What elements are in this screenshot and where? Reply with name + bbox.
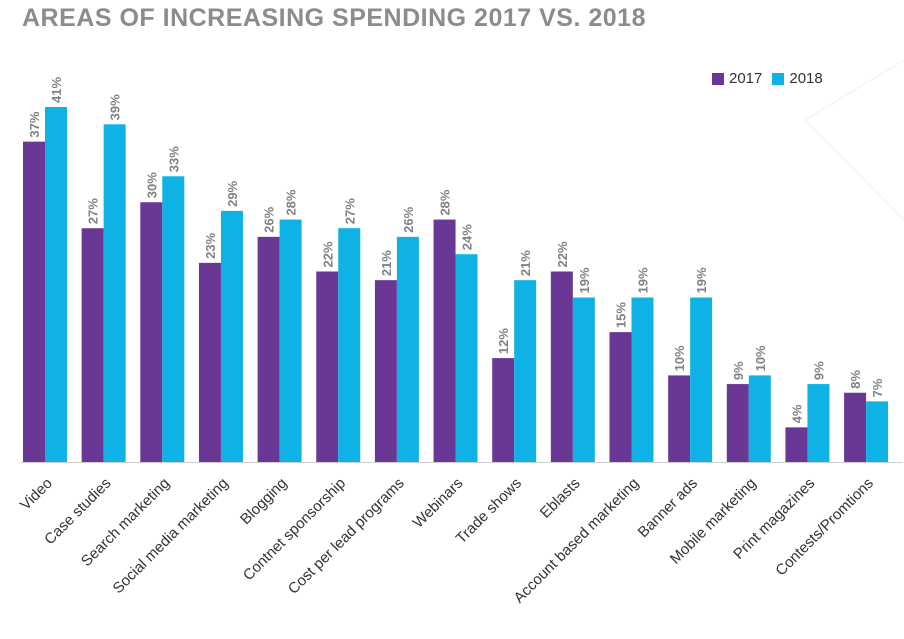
value-labels-group: 37% 41% 27% 39% 30% 33% 23% 29% 26% 28% 22% 27% 21% 2… (27, 77, 885, 424)
category-label-cost-per-lead-programs: Cost per lead programs (285, 475, 408, 598)
bar-2017-social-media-marketing (198, 262, 221, 462)
bar-2017-print-magazines (785, 427, 808, 462)
bar-2017-cost-per-lead-programs (374, 280, 397, 462)
legend-item-2018: 2018 (772, 70, 823, 87)
bar-2017-mobile-marketing (726, 384, 749, 462)
value-label-2018-eblasts: 19% (577, 267, 592, 293)
background-decoration (804, 59, 904, 221)
value-label-2018-contests-promtions: 7% (870, 378, 885, 397)
value-label-2017-print-magazines: 4% (789, 404, 804, 423)
legend-label-2017: 2017 (729, 70, 763, 87)
value-label-2017-mobile-marketing: 9% (731, 361, 746, 380)
bar-2018-eblasts (572, 297, 595, 462)
category-label-contnet-sponsorship: Contnet sponsorship (240, 475, 349, 584)
value-label-2018-video: 41% (49, 77, 64, 103)
value-label-2017-social-media-marketing: 23% (203, 232, 218, 258)
category-label-eblasts: Eblasts (537, 475, 584, 522)
bar-2018-banner-ads (690, 297, 713, 462)
value-label-2018-contnet-sponsorship: 27% (342, 198, 357, 224)
value-label-2017-account-based-marketing: 15% (614, 302, 629, 328)
bar-2017-case-studies (81, 228, 104, 462)
value-label-2017-webinars: 28% (438, 189, 453, 215)
bar-2018-mobile-marketing (748, 375, 771, 462)
legend-item-2017: 2017 (712, 70, 762, 87)
bar-2018-contnet-sponsorship (338, 228, 361, 462)
value-label-2018-social-media-marketing: 29% (225, 180, 240, 206)
bar-2017-search-marketing (140, 202, 163, 462)
bars-group (23, 107, 889, 462)
value-label-2017-contests-promtions: 8% (848, 370, 863, 389)
legend: 2017 2018 (712, 70, 833, 87)
bar-2018-webinars (455, 254, 478, 462)
bar-2017-contests-promtions (844, 392, 867, 462)
bar-2017-eblasts (550, 271, 573, 462)
bar-2018-social-media-marketing (220, 210, 243, 462)
value-label-2018-case-studies: 39% (108, 94, 123, 120)
bar-2017-webinars (433, 219, 456, 462)
bar-2018-video (45, 107, 67, 462)
value-label-2017-cost-per-lead-programs: 21% (379, 250, 394, 276)
bar-2018-cost-per-lead-programs (396, 236, 419, 462)
legend-swatch-2017 (712, 72, 724, 85)
value-label-2017-search-marketing: 30% (144, 172, 159, 198)
value-label-2018-blogging: 28% (284, 189, 299, 215)
bar-2017-blogging (257, 236, 280, 462)
bar-2017-account-based-marketing (609, 332, 632, 462)
bar-2018-trade-shows (514, 280, 537, 462)
value-label-2018-account-based-marketing: 19% (636, 267, 651, 293)
value-label-2017-banner-ads: 10% (672, 345, 687, 371)
value-label-2017-case-studies: 27% (86, 198, 101, 224)
bar-2017-video (23, 141, 45, 462)
value-label-2017-video: 37% (27, 111, 42, 137)
category-label-video: Video (17, 475, 56, 514)
value-label-2018-search-marketing: 33% (166, 146, 181, 172)
bar-2018-case-studies (103, 124, 126, 462)
bar-2018-search-marketing (162, 176, 185, 462)
category-label-blogging: Blogging (237, 475, 290, 528)
bar-2018-blogging (279, 219, 302, 462)
bar-2017-trade-shows (492, 358, 515, 462)
value-label-2018-mobile-marketing: 10% (753, 345, 768, 371)
value-label-2018-webinars: 24% (460, 224, 475, 250)
value-label-2017-trade-shows: 12% (496, 328, 511, 354)
category-label-account-based-marketing: Account based marketing (511, 475, 643, 607)
value-label-2018-banner-ads: 19% (694, 267, 709, 293)
value-label-2017-blogging: 26% (262, 206, 277, 232)
value-label-2017-contnet-sponsorship: 22% (320, 241, 335, 267)
bar-2017-contnet-sponsorship (316, 271, 339, 462)
value-label-2017-eblasts: 22% (555, 241, 570, 267)
value-label-2018-cost-per-lead-programs: 26% (401, 206, 416, 232)
bar-2018-account-based-marketing (631, 297, 654, 462)
value-label-2018-trade-shows: 21% (518, 250, 533, 276)
legend-swatch-2018 (772, 72, 785, 85)
legend-label-2018: 2018 (789, 70, 823, 87)
category-label-social-media-marketing: Social media marketing (110, 475, 232, 597)
value-label-2018-print-magazines: 9% (811, 361, 826, 380)
bar-2018-contests-promtions (866, 401, 889, 462)
category-label-webinars: Webinars (410, 475, 467, 532)
chart-title: AREAS OF INCREASING SPENDING 2017 VS. 20… (22, 4, 646, 32)
bar-2017-banner-ads (668, 375, 691, 462)
bar-2018-print-magazines (807, 384, 830, 462)
category-label-contests-promtions: Contests/Promtions (772, 475, 877, 580)
